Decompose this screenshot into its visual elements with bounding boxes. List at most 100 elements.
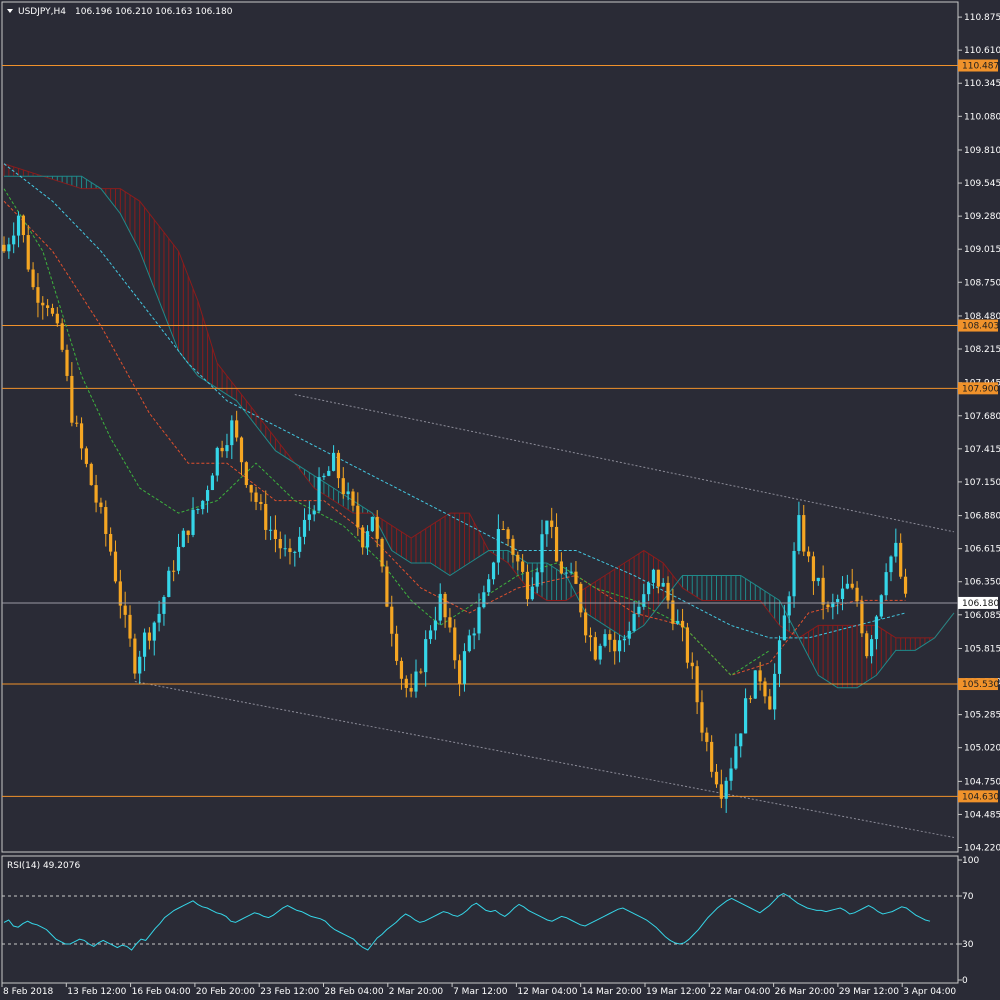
candle-body: [196, 509, 200, 511]
price-tick-label: 105.815: [964, 644, 1000, 654]
candle-body: [249, 485, 253, 493]
level-tag-box: [958, 382, 998, 395]
candle: [467, 629, 471, 653]
candle-body: [700, 702, 704, 733]
candle: [753, 670, 757, 699]
level-tag-box: [958, 59, 998, 72]
candle-body: [293, 551, 297, 553]
candle-body: [147, 632, 152, 641]
last-price-value: 106.180: [962, 599, 999, 609]
candle: [472, 627, 476, 650]
candle-body: [109, 533, 113, 552]
time-tick-label: 13 Feb 12:00: [67, 987, 126, 997]
price-tick-label: 110.080: [964, 112, 1000, 122]
candle: [89, 462, 93, 486]
candle-body: [172, 570, 176, 572]
candle: [714, 764, 719, 788]
candle-body: [94, 485, 98, 503]
price-tick-label: 109.280: [964, 212, 1000, 222]
time-tick-label: 12 Mar 04:00: [517, 987, 577, 997]
candle: [84, 446, 88, 468]
candle: [404, 675, 408, 698]
candle: [55, 307, 59, 327]
candle-body: [41, 302, 45, 306]
candle-body: [448, 617, 452, 628]
candle-body: [637, 606, 641, 614]
candle-body: [220, 447, 224, 452]
candle: [773, 663, 777, 720]
candle-body: [239, 437, 244, 463]
candle: [622, 634, 627, 652]
candle-body: [763, 681, 767, 697]
horizontal-levels[interactable]: [2, 65, 958, 797]
candle-body: [768, 696, 772, 710]
candle: [593, 631, 597, 661]
candle-body: [157, 613, 161, 623]
candle: [409, 673, 413, 698]
candle-body: [404, 678, 408, 688]
candle-body: [714, 771, 719, 785]
candle-body: [564, 572, 568, 574]
candle-body: [79, 423, 84, 449]
candle-body: [850, 583, 854, 588]
candle-body: [632, 613, 636, 631]
candle: [821, 565, 825, 620]
candle: [336, 450, 341, 489]
candle-body: [283, 548, 287, 550]
candle: [579, 582, 583, 618]
candle-body: [259, 501, 263, 504]
dropdown-arrow-icon[interactable]: [7, 9, 13, 13]
candle: [133, 633, 137, 679]
candle-body: [506, 529, 510, 539]
candle-body: [792, 550, 796, 597]
candle: [584, 608, 588, 643]
candle: [550, 507, 554, 539]
candle-body: [472, 633, 476, 636]
candle-body: [380, 538, 384, 567]
candle: [521, 554, 525, 574]
candle: [811, 551, 816, 595]
candle: [647, 581, 651, 601]
candle-body: [390, 606, 394, 634]
candle-body: [773, 673, 777, 710]
price-tick-label: 108.750: [964, 278, 1000, 288]
candle: [142, 628, 147, 672]
candle: [462, 643, 467, 692]
candle-body: [298, 536, 302, 552]
time-tick-label: 28 Feb 04:00: [325, 987, 384, 997]
candle: [104, 500, 108, 547]
candle-body: [230, 420, 234, 446]
candle: [191, 497, 195, 538]
candle: [79, 417, 84, 460]
candle-body: [855, 587, 859, 602]
candle-body: [530, 586, 534, 600]
candle-body: [894, 542, 898, 557]
candle-body: [734, 746, 738, 769]
candle: [123, 591, 127, 628]
candle: [356, 492, 360, 536]
time-tick-label: 19 Mar 12:00: [646, 987, 706, 997]
candle: [676, 609, 680, 626]
upper-trendline[interactable]: [294, 394, 955, 533]
rsi-pane: RSI(14) 49.2076 100 70 30 0: [1, 855, 979, 986]
lower-trendline[interactable]: [134, 681, 955, 839]
candle: [341, 467, 345, 499]
candle: [501, 520, 505, 531]
candle: [94, 474, 98, 513]
candle-body: [816, 577, 820, 582]
price-tick-label: 105.020: [964, 744, 1000, 754]
candle-body: [584, 612, 588, 636]
chart-header[interactable]: USDJPY,H4 106.196 106.210 106.163 106.18…: [7, 7, 233, 17]
candle: [608, 629, 612, 653]
candle: [249, 484, 253, 502]
candle: [482, 585, 486, 609]
candle-body: [860, 601, 864, 634]
candle-body: [521, 561, 525, 572]
candle: [7, 237, 11, 259]
time-tick-label: 3 Apr 04:00: [903, 987, 956, 997]
candle-body: [89, 463, 93, 486]
candle-body: [710, 741, 714, 772]
candle-body: [758, 670, 762, 682]
candle-body: [312, 510, 316, 515]
